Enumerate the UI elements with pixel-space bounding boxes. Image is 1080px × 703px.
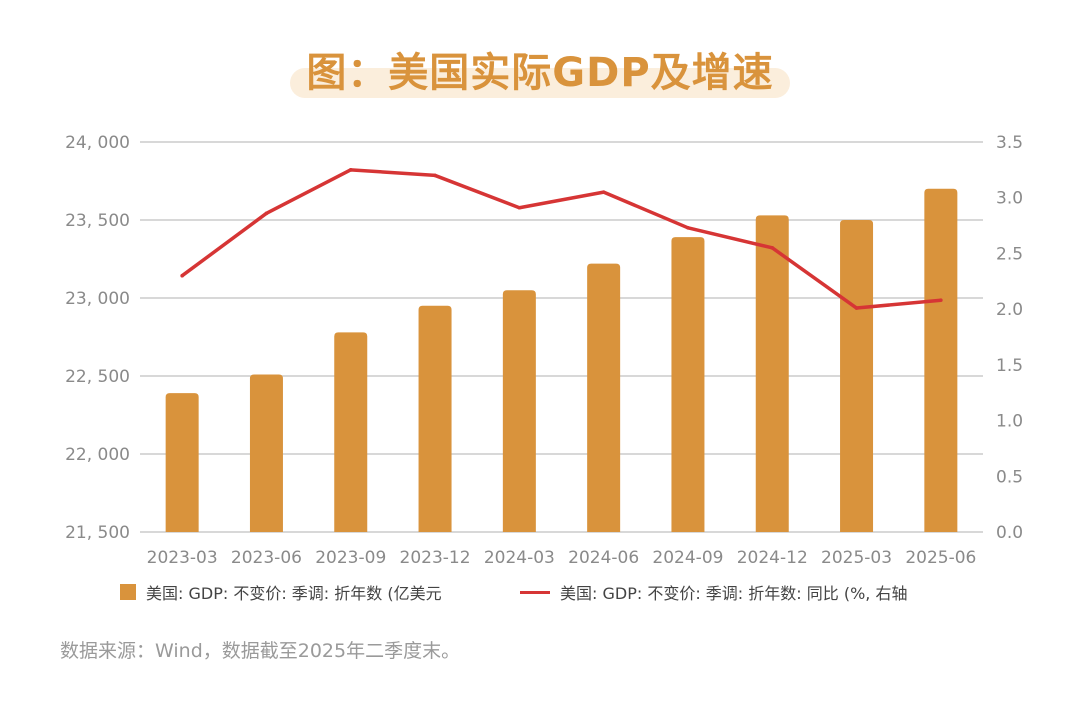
- bar-2024-06: [587, 263, 621, 532]
- growth-point-2023-03: [180, 273, 184, 278]
- x-tick-label: 2023-06: [231, 548, 302, 568]
- x-tick-label: 2023-03: [147, 548, 218, 568]
- left-tick-label: 24, 000: [65, 133, 130, 153]
- bar-2023-12: [418, 305, 452, 532]
- growth-point-2024-06: [601, 190, 606, 194]
- x-tick-label: 2024-09: [652, 548, 723, 568]
- bar-2025-03: [840, 220, 874, 532]
- right-axis-ticks: 0.0 0.5 1.0 1.5 2.0 2.5 3.0 3.5: [996, 133, 1023, 543]
- growth-point-2024-09: [686, 226, 690, 230]
- growth-point-2025-06: [939, 298, 943, 303]
- bar-2023-03: [165, 393, 199, 532]
- x-tick-label: 2025-03: [821, 548, 892, 568]
- bar-2024-09: [671, 237, 705, 532]
- right-tick-label: 3.0: [996, 189, 1023, 209]
- growth-line: [181, 168, 942, 310]
- title-highlight: [290, 68, 790, 98]
- chart-title: 图：美国实际GDP及增速: [306, 50, 774, 96]
- line-series: [180, 168, 943, 310]
- source-note: 数据来源：Wind，数据截至2025年二季度末。: [60, 640, 461, 662]
- x-tick-label: 2023-12: [400, 548, 471, 568]
- legend-line-label: 美国: GDP: 不变价: 季调: 折年数: 同比 (%, 右轴: [560, 584, 908, 603]
- left-tick-label: 21, 500: [65, 523, 130, 543]
- bar-2023-06: [249, 374, 283, 532]
- growth-point-2023-12: [433, 173, 437, 178]
- bar-2025-06: [924, 188, 958, 533]
- growth-point-2023-09: [348, 168, 353, 172]
- x-tick-label: 2024-12: [737, 548, 808, 568]
- bar-2024-03: [502, 290, 536, 532]
- bar-2024-12: [755, 215, 789, 532]
- bar-series: [165, 188, 958, 533]
- x-tick-label: 2023-09: [315, 548, 386, 568]
- growth-point-2025-03: [854, 306, 859, 310]
- x-tick-label: 2024-06: [568, 548, 639, 568]
- left-tick-label: 23, 000: [65, 289, 130, 309]
- right-tick-label: 2.5: [996, 244, 1023, 264]
- bar-2023-09: [334, 332, 368, 532]
- title-area: 图：美国实际GDP及增速: [0, 30, 1080, 110]
- right-tick-label: 0.0: [996, 523, 1023, 543]
- left-tick-label: 22, 500: [65, 367, 130, 387]
- right-tick-label: 1.5: [996, 356, 1023, 376]
- growth-point-2024-12: [770, 246, 775, 250]
- right-tick-label: 0.5: [996, 467, 1023, 487]
- left-tick-label: 23, 500: [65, 211, 130, 231]
- legend: 美国: GDP: 不变价: 季调: 折年数 (亿美元 美国: GDP: 不变价:…: [0, 580, 1080, 606]
- right-tick-label: 1.0: [996, 412, 1023, 432]
- left-axis-ticks: 21, 500 22, 000 22, 500 23, 000 23, 500 24, 0…: [65, 133, 130, 543]
- legend-item-line: 美国: GDP: 不变价: 季调: 折年数: 同比 (%, 右轴: [520, 580, 907, 604]
- right-tick-label: 3.5: [996, 133, 1023, 153]
- legend-bar-label: 美国: GDP: 不变价: 季调: 折年数 (亿美元: [146, 584, 442, 603]
- growth-point-2024-03: [517, 205, 522, 210]
- x-tick-label: 2025-06: [905, 548, 976, 568]
- legend-item-bar: 美国: GDP: 不变价: 季调: 折年数 (亿美元: [120, 580, 442, 604]
- legend-line-swatch: [520, 590, 550, 594]
- left-tick-label: 22, 000: [65, 445, 130, 465]
- growth-point-2023-06: [264, 211, 269, 216]
- x-tick-label: 2024-03: [484, 548, 555, 568]
- x-axis-ticks: 2023-03 2023-06 2023-09 2023-12 2024-03 2024-…: [147, 548, 977, 568]
- right-tick-label: 2.0: [996, 300, 1023, 320]
- legend-bar-swatch: [120, 584, 136, 600]
